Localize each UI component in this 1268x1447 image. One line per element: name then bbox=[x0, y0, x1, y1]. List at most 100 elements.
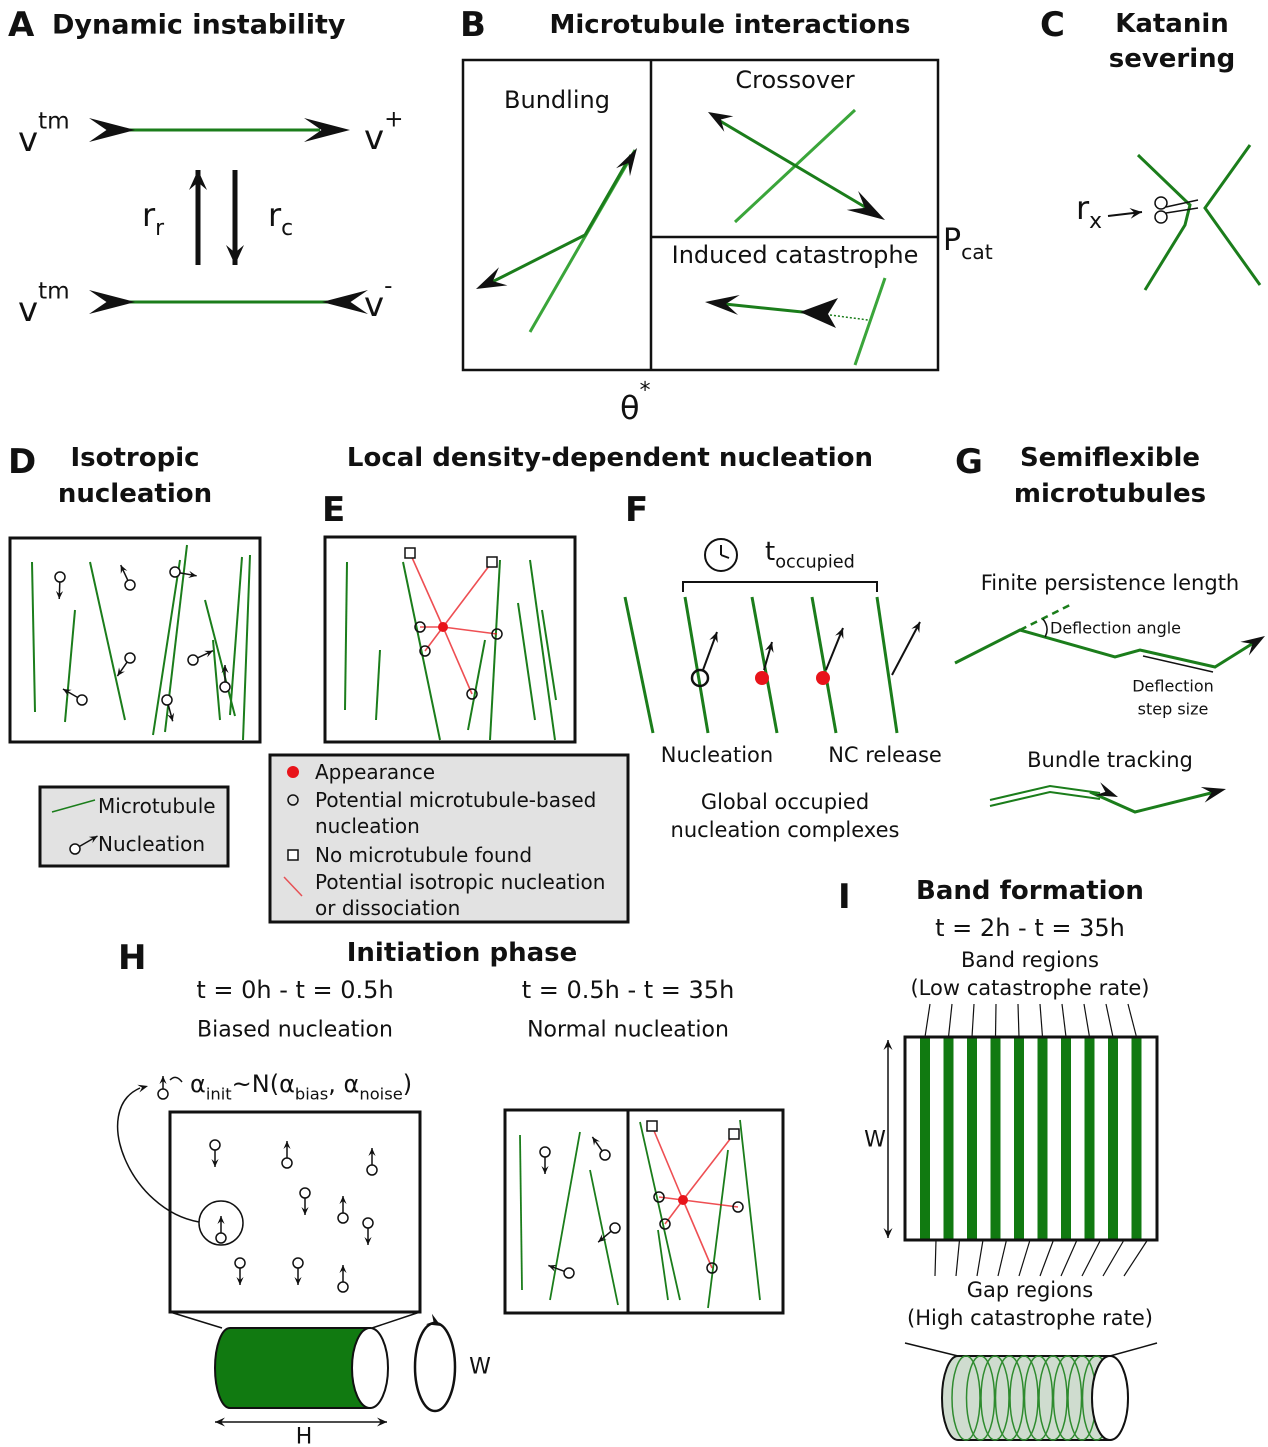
subscript: cat bbox=[961, 240, 993, 264]
dart-head bbox=[616, 148, 637, 176]
stroke-line bbox=[977, 1240, 983, 1276]
base-text: t bbox=[765, 537, 775, 567]
stroke-line bbox=[1040, 1240, 1054, 1276]
label: or dissociation bbox=[315, 896, 460, 920]
supscript: + bbox=[384, 106, 403, 132]
stroke-line bbox=[949, 1004, 953, 1037]
box bbox=[170, 1112, 420, 1312]
label: Semiflexible bbox=[1020, 443, 1200, 473]
dart-head bbox=[1240, 636, 1265, 656]
label: F bbox=[625, 490, 648, 530]
subscript: noise bbox=[359, 1084, 402, 1103]
appearance-dot bbox=[755, 671, 769, 685]
nucleation-site bbox=[564, 1268, 574, 1278]
nucleation-site bbox=[338, 1213, 348, 1223]
stroke-line bbox=[518, 603, 535, 720]
rich-label: θ* bbox=[620, 378, 651, 427]
stroke-line bbox=[490, 560, 500, 740]
label: D bbox=[8, 442, 36, 482]
label: Bundle tracking bbox=[1027, 748, 1193, 772]
band-stripe bbox=[1085, 1038, 1095, 1239]
stroke-line bbox=[925, 1004, 930, 1037]
no-mt-square bbox=[729, 1129, 739, 1139]
stroke-line bbox=[972, 1004, 974, 1037]
supscript: - bbox=[384, 273, 392, 299]
stroke-line bbox=[1166, 200, 1198, 207]
supscript: * bbox=[640, 378, 651, 403]
nucleation-site bbox=[600, 1150, 610, 1160]
supscript: tm bbox=[38, 278, 70, 304]
nucleation-site bbox=[293, 1258, 303, 1268]
base-text: r bbox=[142, 196, 156, 234]
stroke-line bbox=[1061, 1240, 1077, 1276]
stroke-line bbox=[1018, 1004, 1019, 1037]
label: Gap regions bbox=[967, 1278, 1094, 1302]
label: nucleation bbox=[58, 479, 212, 509]
base-text: v bbox=[364, 285, 384, 325]
band-stripe bbox=[1108, 1038, 1118, 1239]
stroke-line bbox=[1166, 208, 1198, 213]
stroke-line bbox=[652, 1126, 683, 1200]
stroke-line bbox=[376, 650, 380, 720]
dart-head bbox=[847, 191, 885, 220]
base-text: v bbox=[18, 120, 38, 160]
rich-label: vtm bbox=[18, 108, 70, 160]
nucleation-site bbox=[235, 1258, 245, 1268]
stroke-line bbox=[65, 610, 75, 722]
label: Isotropic bbox=[70, 443, 199, 473]
nucleation-site bbox=[540, 1147, 550, 1157]
rich-label: rx bbox=[1076, 189, 1102, 233]
label: (Low catastrophe rate) bbox=[910, 976, 1149, 1000]
band-stripe bbox=[967, 1038, 977, 1239]
label: Dynamic instability bbox=[52, 10, 346, 41]
dart-head bbox=[89, 118, 135, 142]
label: nucleation bbox=[315, 814, 420, 838]
stroke-line bbox=[403, 562, 440, 740]
nucleation-site bbox=[125, 653, 135, 663]
label: Potential microtubule-based bbox=[315, 788, 596, 812]
base-text: , α bbox=[328, 1070, 359, 1098]
label: Appearance bbox=[315, 760, 435, 784]
label: Bundling bbox=[504, 86, 610, 114]
label: t = 2h - t = 35h bbox=[935, 914, 1125, 942]
stroke-line bbox=[892, 622, 920, 675]
stroke-line bbox=[153, 560, 180, 735]
stroke-line bbox=[1106, 1004, 1113, 1037]
dart-head bbox=[1095, 782, 1118, 797]
label: t = 0.5h - t = 35h bbox=[522, 976, 735, 1004]
label: Potential isotropic nucleation bbox=[315, 870, 605, 894]
stroke-line bbox=[520, 1135, 522, 1290]
stroke-line bbox=[1084, 1004, 1090, 1037]
stroke-line bbox=[1128, 1004, 1137, 1037]
label: Crossover bbox=[735, 66, 854, 94]
subscript: r bbox=[155, 215, 164, 240]
dart-head bbox=[322, 290, 368, 314]
stroke-line bbox=[230, 557, 242, 715]
nucleation-site bbox=[162, 695, 172, 705]
bundle bbox=[990, 792, 1100, 806]
no-mt-square bbox=[405, 548, 415, 558]
nucleation-site bbox=[610, 1223, 620, 1233]
bracket bbox=[683, 582, 877, 592]
box bbox=[10, 538, 260, 742]
base-text: v bbox=[18, 290, 38, 330]
stroke-line bbox=[243, 555, 250, 740]
label: Band regions bbox=[961, 948, 1099, 972]
stroke-line bbox=[1124, 1240, 1148, 1276]
label: Nucleation bbox=[98, 832, 205, 856]
nucleation-site bbox=[158, 1089, 168, 1099]
base-text: P bbox=[943, 223, 961, 258]
stroke-line bbox=[1082, 1240, 1101, 1276]
label: Initiation phase bbox=[347, 938, 578, 968]
stroke-line bbox=[683, 1200, 712, 1268]
nucleation-site bbox=[300, 1188, 310, 1198]
stroke-line bbox=[721, 555, 729, 558]
stroke-line bbox=[877, 597, 897, 733]
stroke-line bbox=[443, 562, 492, 627]
stroke-line bbox=[1110, 1343, 1157, 1356]
stroke-line bbox=[1062, 1004, 1066, 1037]
no-mt-square bbox=[647, 1121, 657, 1131]
label: step size bbox=[1138, 700, 1209, 719]
no-mt-square bbox=[288, 850, 298, 860]
base-text: v bbox=[364, 118, 384, 158]
